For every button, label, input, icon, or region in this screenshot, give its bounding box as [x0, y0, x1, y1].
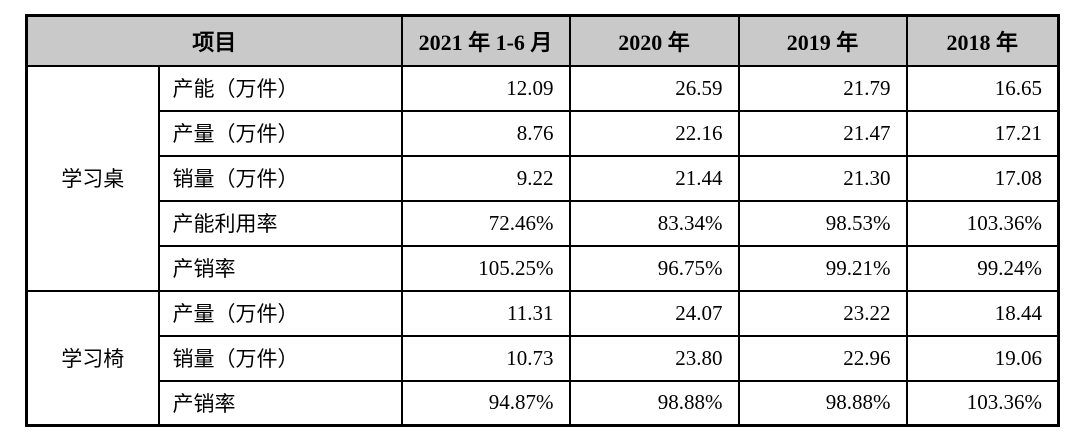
- value-cell: 21.47: [737, 109, 908, 157]
- value-cell: 18.44: [905, 289, 1060, 337]
- value-cell: 10.73: [400, 334, 571, 382]
- row-label: 销量（万件）: [157, 154, 403, 202]
- header-period-2018: 2018 年: [905, 14, 1060, 67]
- value-cell: 24.07: [568, 289, 740, 337]
- value-cell: 23.80: [568, 334, 740, 382]
- value-cell: 19.06: [905, 334, 1060, 382]
- value-cell: 8.76: [400, 109, 571, 157]
- value-cell: 9.22: [400, 154, 571, 202]
- row-label: 产能（万件）: [157, 64, 403, 112]
- value-cell: 21.79: [737, 64, 908, 112]
- header-period-2019: 2019 年: [737, 14, 908, 67]
- value-cell: 99.21%: [737, 244, 908, 292]
- value-cell: 105.25%: [400, 244, 571, 292]
- value-cell: 22.96: [737, 334, 908, 382]
- row-label: 产能利用率: [157, 199, 403, 247]
- table-row-chair-sales-ratio: 产销率 94.87% 98.88% 98.88% 103.36%: [27, 379, 1060, 427]
- value-cell: 11.31: [400, 289, 571, 337]
- row-label: 产销率: [157, 379, 403, 427]
- value-cell: 96.75%: [568, 244, 740, 292]
- value-cell: 12.09: [400, 64, 571, 112]
- value-cell: 21.44: [568, 154, 740, 202]
- value-cell: 22.16: [568, 109, 740, 157]
- header-period-2020: 2020 年: [568, 14, 740, 67]
- header-project: 项目: [25, 14, 403, 67]
- table-row-chair-output: 学习椅 产量（万件） 11.31 24.07 23.22 18.44: [25, 289, 1060, 427]
- value-cell: 26.59: [568, 64, 740, 112]
- value-cell: 16.65: [905, 64, 1060, 112]
- group-cell-study-chair: 学习椅: [25, 289, 160, 427]
- table-row-desk-output: 产量（万件） 8.76 22.16 21.47 17.21: [27, 109, 1060, 157]
- value-cell: 21.30: [737, 154, 908, 202]
- table-row-chair-sales: 销量（万件） 10.73 23.80 22.96 19.06: [27, 334, 1060, 382]
- value-cell: 72.46%: [400, 199, 571, 247]
- value-cell: 98.88%: [568, 379, 740, 427]
- header-row: 项目 2021 年 1-6 月 2020 年 2019 年 2018 年: [25, 14, 1060, 67]
- header-period-2021h1: 2021 年 1-6 月: [400, 14, 571, 67]
- row-label: 销量（万件）: [157, 334, 403, 382]
- group-cell-study-desk: 学习桌: [25, 64, 160, 292]
- value-cell: 17.08: [905, 154, 1060, 202]
- row-label: 产量（万件）: [157, 289, 403, 337]
- value-cell: 98.88%: [737, 379, 908, 427]
- row-label: 产量（万件）: [157, 109, 403, 157]
- value-cell: 103.36%: [905, 379, 1060, 427]
- table-row-desk-sales-ratio: 产销率 105.25% 96.75% 99.21% 99.24%: [27, 244, 1060, 292]
- value-cell: 99.24%: [905, 244, 1060, 292]
- value-cell: 103.36%: [905, 199, 1060, 247]
- production-sales-table: 项目 2021 年 1-6 月 2020 年 2019 年 2018 年 学习桌…: [25, 14, 1061, 427]
- table-row-desk-capacity: 学习桌 产能（万件） 12.09 26.59 21.79 16.65: [25, 64, 1060, 292]
- value-cell: 23.22: [737, 289, 908, 337]
- value-cell: 94.87%: [400, 379, 571, 427]
- value-cell: 17.21: [905, 109, 1060, 157]
- table-row-desk-sales: 销量（万件） 9.22 21.44 21.30 17.08: [27, 154, 1060, 202]
- value-cell: 98.53%: [737, 199, 908, 247]
- table-row-desk-utilization: 产能利用率 72.46% 83.34% 98.53% 103.36%: [27, 199, 1060, 247]
- value-cell: 83.34%: [568, 199, 740, 247]
- row-label: 产销率: [157, 244, 403, 292]
